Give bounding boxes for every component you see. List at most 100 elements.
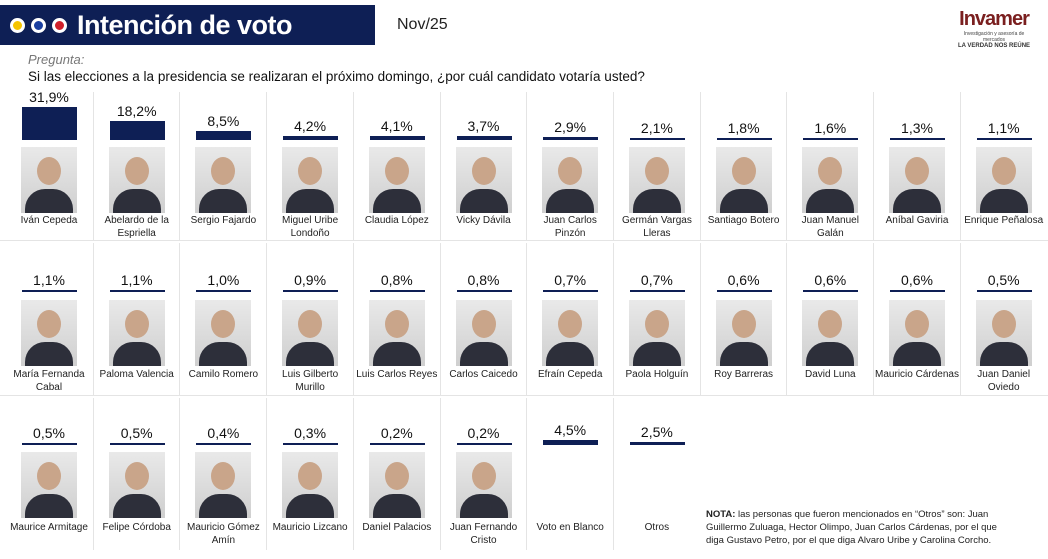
candidate-photo	[455, 452, 512, 518]
bar	[22, 290, 77, 292]
data-label: 4,1%	[380, 117, 413, 134]
data-label: 1,3%	[901, 120, 933, 136]
candidate-cell: 0,2% Daniel Palacios	[352, 398, 440, 550]
candidate-name: Santiago Botero	[707, 215, 780, 226]
bar	[890, 290, 945, 292]
logo-name: Invamer	[959, 8, 1030, 30]
bar	[890, 138, 945, 140]
bar	[629, 137, 685, 140]
candidate-cell: 1,3% Aníbal Gaviria	[873, 92, 960, 240]
candidate-photo	[628, 147, 685, 213]
bar	[456, 443, 512, 445]
bar	[22, 106, 77, 140]
candidate-cell: 4,5% Voto en Blanco	[526, 398, 613, 550]
candidate-photo	[802, 300, 859, 366]
data-label: 1,0%	[207, 272, 240, 288]
bar	[109, 120, 165, 140]
candidate-name: Sergio Fajardo	[190, 215, 257, 226]
candidate-cell: 2,1% Germán Vargas Lleras	[612, 92, 700, 240]
bar	[22, 443, 77, 445]
candidate-cell: 3,7% Vicky Dávila	[439, 92, 527, 240]
data-label: 1,1%	[987, 120, 1020, 136]
placeholder-icon	[542, 452, 598, 518]
candidate-cell: 2,9% Juan Carlos Pinzón	[526, 92, 613, 240]
data-label: 3,7%	[467, 118, 500, 135]
candidate-photo	[975, 147, 1032, 213]
invamer-logo: Invamer Investigación y asesoría de merc…	[955, 8, 1033, 49]
candidate-photo	[455, 300, 512, 366]
candidate-cell: 0,5% Juan Daniel Oviedo	[959, 243, 1047, 395]
candidate-cell: 1,1% María Fernanda Cabal	[6, 243, 92, 395]
blue-dot-icon	[31, 17, 46, 33]
candidate-cell: 0,8% Carlos Caicedo	[439, 243, 527, 395]
candidate-photo	[108, 147, 165, 213]
question-label: Pregunta:	[28, 52, 85, 67]
bar	[803, 290, 859, 292]
candidate-cell: 1,0% Camilo Romero	[179, 243, 266, 395]
bar	[716, 138, 772, 140]
candidate-name: Paloma Valencia	[99, 369, 174, 380]
candidate-name: Iván Cepeda	[20, 215, 78, 226]
candidate-name: Enrique Peñalosa	[964, 215, 1044, 226]
candidate-cell: 0,5% Felipe Córdoba	[92, 398, 180, 550]
data-label: 0,8%	[380, 272, 413, 288]
candidate-name: Otros	[644, 522, 670, 533]
candidate-name: Carlos Caicedo	[449, 369, 518, 380]
bar	[196, 443, 252, 445]
candidate-cell: 31,9% Iván Cepeda	[6, 89, 92, 240]
candidate-photo	[195, 452, 252, 518]
data-label: 0,7%	[640, 272, 673, 288]
bar	[976, 138, 1032, 140]
bar	[629, 442, 685, 445]
candidate-name: Germán Vargas Lleras	[621, 215, 692, 239]
candidate-name: Juan Daniel Oviedo	[977, 369, 1031, 393]
bar	[543, 290, 599, 292]
candidate-name: Maurice Armitage	[10, 522, 88, 533]
data-label: 8,5%	[207, 113, 240, 130]
title-banner: Intención de voto	[0, 5, 375, 45]
candidate-name: Miguel Uribe Londoño	[282, 215, 339, 239]
question-text: Si las elecciones a la presidencia se re…	[28, 69, 645, 84]
bar	[976, 290, 1032, 292]
bar	[196, 290, 252, 292]
bar	[369, 290, 425, 292]
bar	[196, 131, 252, 140]
bar	[283, 290, 339, 292]
candidate-photo	[368, 147, 425, 213]
candidate-photo	[282, 452, 339, 518]
candidate-photo	[542, 147, 599, 213]
red-dot-icon	[52, 17, 67, 33]
note: NOTA: las personas que fueron mencionado…	[706, 508, 1006, 547]
data-label: 1,6%	[814, 120, 847, 136]
candidate-name: David Luna	[805, 369, 856, 380]
candidate-name: Efraín Cepeda	[537, 369, 603, 380]
candidate-photo	[195, 147, 252, 213]
data-label: 0,2%	[380, 425, 413, 441]
bar	[109, 443, 165, 445]
data-label: 2,5%	[640, 424, 673, 441]
candidate-cell: 4,1% Claudia López	[352, 92, 440, 240]
candidate-photo	[889, 147, 945, 213]
candidate-cell: 0,6% David Luna	[786, 243, 873, 395]
data-label: 0,9%	[294, 272, 327, 288]
bar	[543, 136, 599, 140]
data-label: 0,5%	[33, 425, 65, 441]
logo-slogan: LA VERDAD NOS REÚNE	[957, 43, 1031, 49]
candidate-photo	[282, 300, 339, 366]
candidate-cell: 0,8% Luis Carlos Reyes	[352, 243, 440, 395]
candidate-cell: 1,1% Enrique Peñalosa	[959, 92, 1047, 240]
yellow-dot-icon	[10, 17, 25, 33]
candidate-name: Voto en Blanco	[536, 522, 604, 533]
page-title: Intención de voto	[77, 9, 293, 40]
bar	[716, 290, 772, 292]
data-label: 0,6%	[727, 272, 760, 288]
candidate-name: Claudia López	[364, 215, 429, 226]
placeholder-icon	[629, 452, 685, 518]
candidate-name: Mauricio Cárdenas	[875, 369, 959, 380]
candidate-cell: 0,4% Mauricio Gómez Amín	[179, 398, 266, 550]
bar	[543, 440, 599, 445]
candidate-name: Roy Barreras	[714, 369, 774, 380]
data-label: 0,5%	[120, 425, 153, 441]
survey-date: Nov/25	[397, 16, 448, 33]
data-label: 0,7%	[554, 272, 587, 288]
